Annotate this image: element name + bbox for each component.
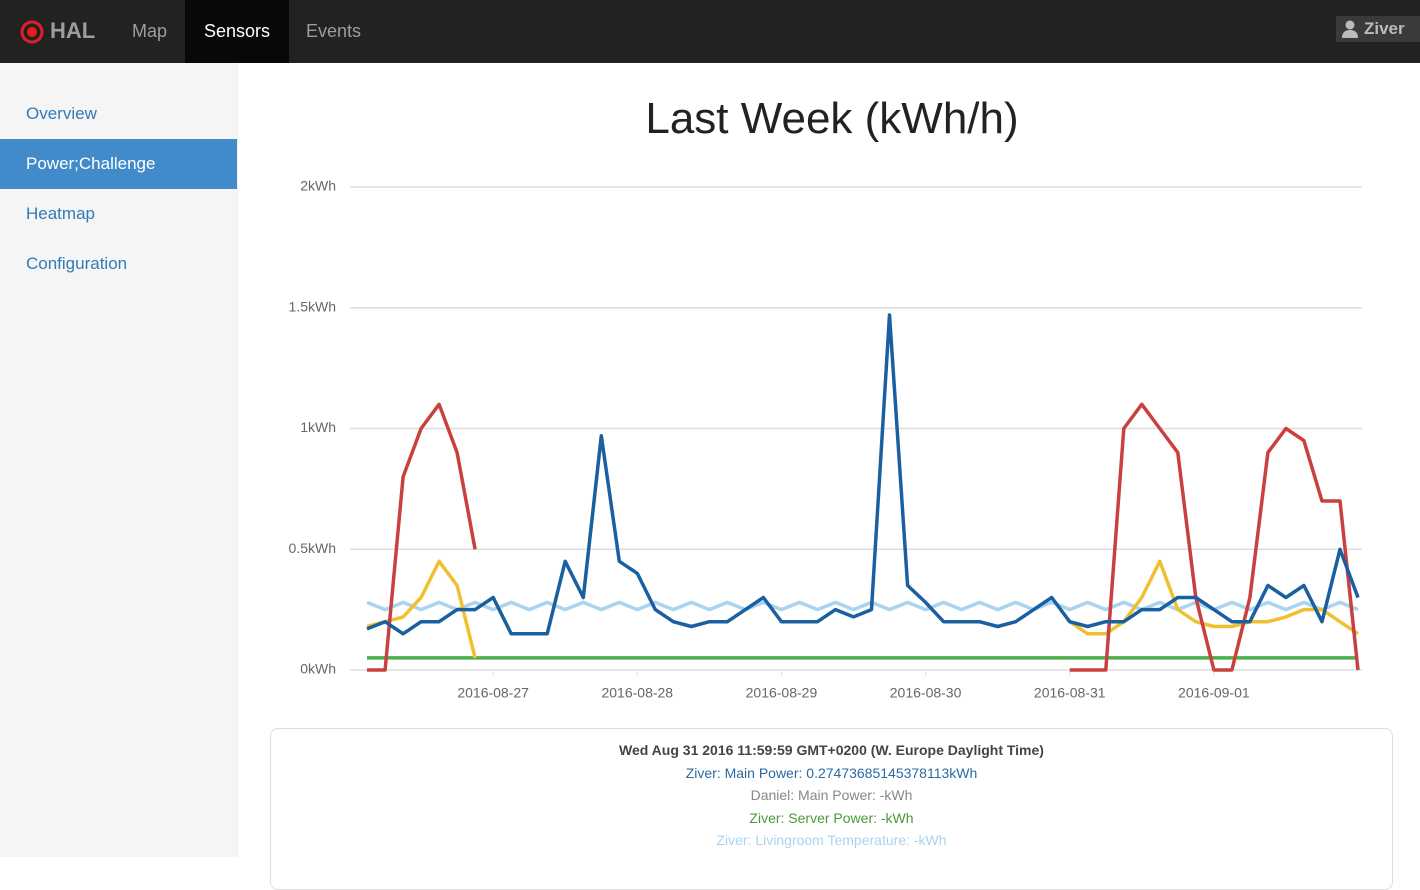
y-tick-label: 1kWh xyxy=(300,419,336,435)
series-line xyxy=(366,313,1360,636)
y-tick-label: 1.5kWh xyxy=(289,298,336,314)
nav-item[interactable]: Map xyxy=(132,21,168,41)
user-icon xyxy=(1342,20,1358,38)
tooltip-title: Wed Aug 31 2016 11:59:59 GMT+0200 (W. Eu… xyxy=(619,742,1044,758)
brand[interactable]: HAL xyxy=(20,18,95,44)
sidebar-item[interactable]: Heatmap xyxy=(26,204,95,223)
sidebar-item[interactable]: Power;Challenge xyxy=(0,139,237,189)
tooltip-line: Daniel: Main Power: -kWh xyxy=(750,787,913,803)
chart-title: Last Week (kWh/h) xyxy=(645,94,1019,143)
nav-item[interactable]: Events xyxy=(306,21,362,41)
y-tick-label: 0kWh xyxy=(300,661,336,677)
x-tick-label: 2016-08-28 xyxy=(601,685,673,701)
x-tick-label: 2016-08-30 xyxy=(890,685,962,701)
x-tick-label: 2016-08-27 xyxy=(457,685,529,701)
sidebar: Overview Power;Challenge Heatmap Configu… xyxy=(0,63,238,857)
series-line xyxy=(366,600,1359,612)
sidebar-item[interactable]: Overview xyxy=(26,104,97,123)
x-tick-label: 2016-08-31 xyxy=(1034,685,1106,701)
chart: 0kWh 0.5kWh 1kWh 1.5kWh 2kWh 2016-08-27 2016-0… xyxy=(289,178,1362,701)
tooltip: Wed Aug 31 2016 11:59:59 GMT+0200 (W. Eu… xyxy=(270,728,1393,890)
x-tick-label: 2016-08-29 xyxy=(746,685,818,701)
tooltip-line: Ziver: Server Power: -kWh xyxy=(749,809,914,826)
y-tick-label: 2kWh xyxy=(300,178,336,194)
brand-text: HAL xyxy=(50,18,96,43)
navbar: HAL Map Sensors Events Ziver xyxy=(0,0,1420,63)
sidebar-item[interactable]: Configuration xyxy=(26,254,128,273)
y-tick-label: 0.5kWh xyxy=(289,540,336,556)
series-line xyxy=(367,402,1360,672)
x-tick-label: 2016-09-01 xyxy=(1178,685,1250,701)
user-name: Ziver xyxy=(1364,19,1405,38)
logo xyxy=(20,20,44,44)
user-menu[interactable]: Ziver xyxy=(1336,16,1420,42)
tooltip-line: Ziver: Livingroom Temperature: -kWh xyxy=(716,832,947,848)
tooltip-line: Ziver: Main Power: 0.27473685145378113kW… xyxy=(685,764,978,781)
nav-item[interactable]: Sensors xyxy=(185,0,290,63)
